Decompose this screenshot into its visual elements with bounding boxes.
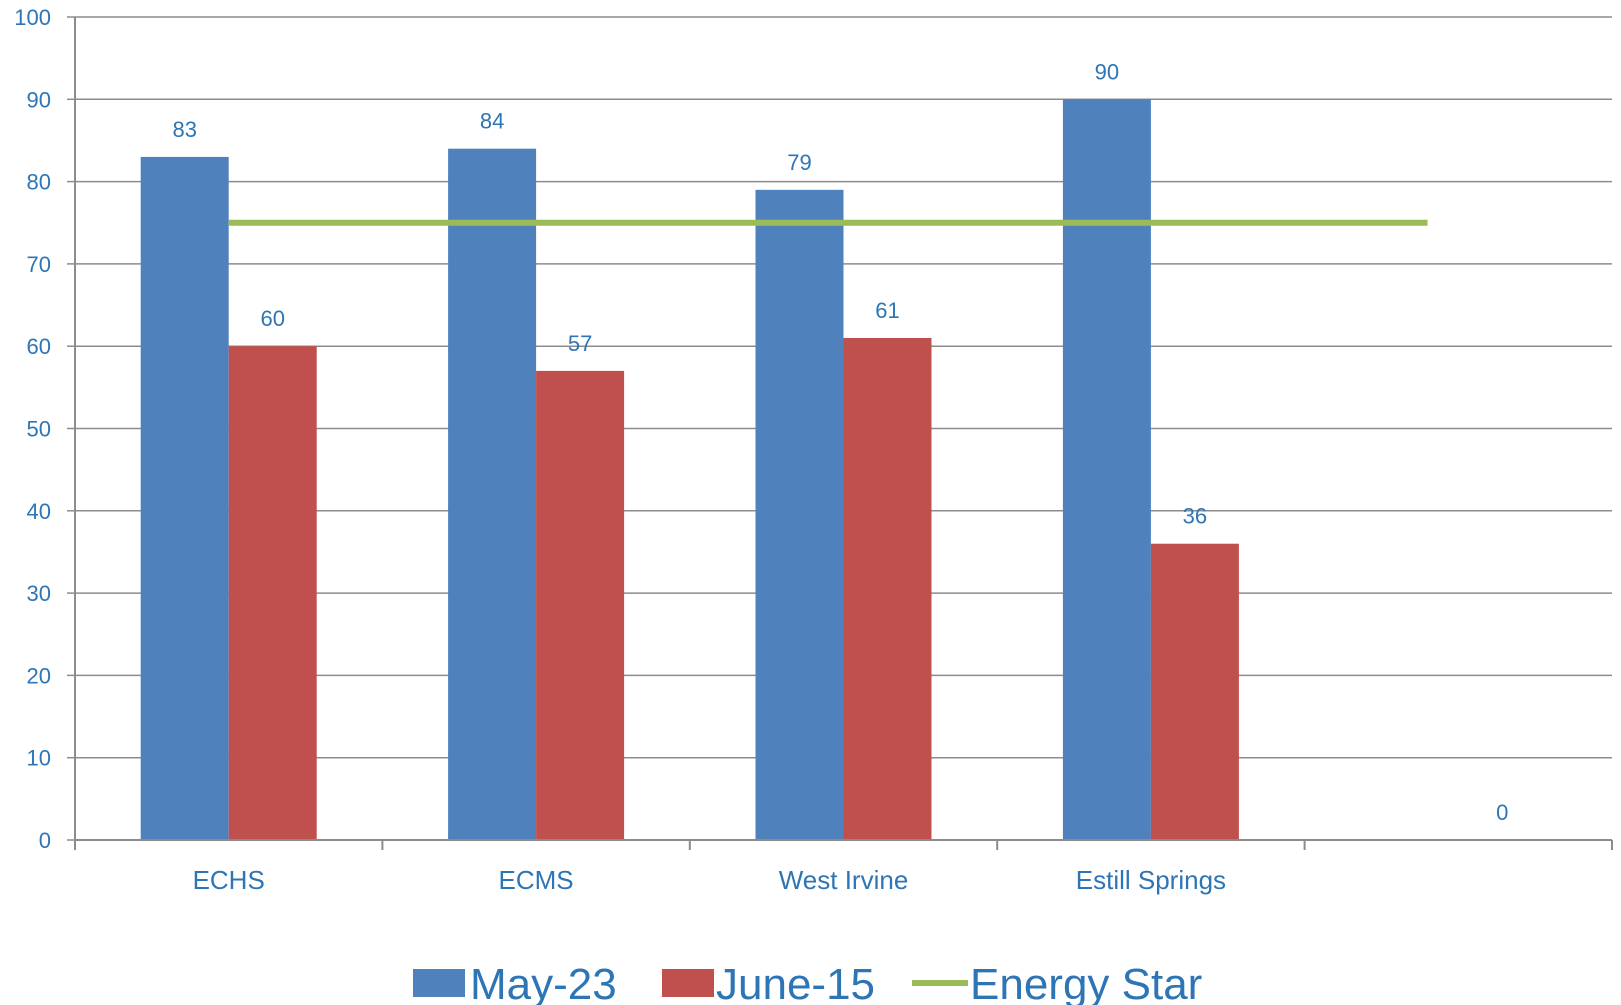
data-label: 60	[260, 306, 284, 331]
legend-swatch	[662, 969, 714, 997]
bar-june-15	[228, 346, 317, 840]
x-tick-label: ECMS	[499, 865, 574, 895]
data-label: 36	[1183, 504, 1207, 529]
data-label: 0	[1496, 800, 1508, 825]
bar-june-15	[1150, 543, 1239, 840]
data-label: 57	[568, 331, 592, 356]
data-label: 79	[787, 150, 811, 175]
legend-swatch	[413, 969, 465, 997]
y-tick-label: 50	[27, 417, 51, 442]
y-tick-label: 70	[27, 252, 51, 277]
legend: May-23 June-15 Energy Star	[413, 960, 1202, 1005]
x-tick-label: ECHS	[193, 865, 265, 895]
y-tick-label: 10	[27, 746, 51, 771]
legend-label: May-23	[470, 960, 617, 1005]
y-tick-label: 30	[27, 581, 51, 606]
y-tick-label: 100	[14, 5, 51, 30]
x-tick-label: West Irvine	[779, 865, 909, 895]
y-tick-label: 60	[27, 334, 51, 359]
bar-may-23	[1062, 99, 1151, 841]
bar-may-23	[140, 156, 229, 840]
y-tick-label: 80	[27, 170, 51, 195]
bar-may-23	[448, 148, 537, 840]
legend-label: Energy Star	[970, 960, 1202, 1005]
axes	[74, 17, 1613, 850]
data-label: 83	[172, 117, 196, 142]
y-tick-label: 0	[39, 828, 51, 853]
bar-june-15	[536, 370, 625, 840]
y-tick-label: 40	[27, 499, 51, 524]
bar-may-23	[755, 189, 844, 840]
legend-label: June-15	[716, 960, 875, 1005]
data-label: 84	[480, 109, 504, 134]
y-tick-label: 20	[27, 663, 51, 688]
x-tick-label: Estill Springs	[1076, 865, 1226, 895]
bar-june-15	[843, 337, 932, 840]
y-tick-label: 90	[27, 87, 51, 112]
bars	[140, 99, 1239, 841]
y-axis-ticks: 0 10 20 30 40 50 60 70 80 90 100	[14, 5, 75, 853]
data-label: 90	[1095, 59, 1119, 84]
data-labels: 83 84 79 90 60 57 61 36 0	[172, 59, 1508, 825]
category-labels: ECHS ECMS West Irvine Estill Springs	[193, 865, 1226, 895]
data-label: 61	[875, 298, 899, 323]
